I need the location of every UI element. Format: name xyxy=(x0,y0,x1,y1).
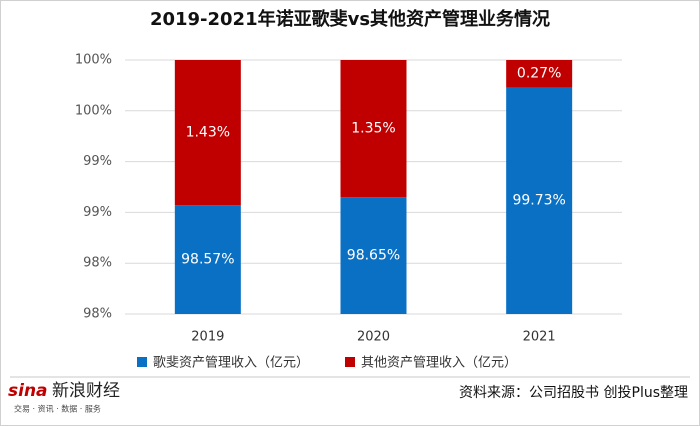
legend-label: 歌斐资产管理收入（亿元） xyxy=(153,356,309,371)
legend-swatch xyxy=(345,357,355,367)
logo-brand: sina xyxy=(8,381,48,401)
bar-segment xyxy=(340,197,407,314)
x-tick-label: 2021 xyxy=(523,330,556,345)
x-tick-label: 2020 xyxy=(357,330,390,345)
y-tick-label: 99% xyxy=(83,205,112,220)
source: 资料来源：公司招股书 创投Plus整理 xyxy=(459,385,688,401)
value-label: 98.57% xyxy=(181,252,234,268)
value-label: 99.73% xyxy=(512,193,565,209)
y-tick-label: 98% xyxy=(83,256,112,271)
y-tick-label: 100% xyxy=(75,53,112,68)
legend-label: 其他资产管理收入（亿元） xyxy=(361,356,517,371)
bar-segment xyxy=(174,60,241,206)
logo-tagline: 交易 · 资讯 · 数据 · 服务 xyxy=(14,404,101,414)
value-label: 0.27% xyxy=(517,66,561,82)
logo-name: 新浪财经 xyxy=(52,381,120,401)
y-tick-label: 100% xyxy=(75,103,112,118)
legend-swatch xyxy=(137,357,147,367)
value-label: 98.65% xyxy=(347,248,400,264)
y-tick-label: 99% xyxy=(83,154,112,169)
value-label: 1.35% xyxy=(351,121,395,137)
bar-segment xyxy=(174,205,241,314)
value-label: 1.43% xyxy=(186,125,230,141)
bar-segment xyxy=(506,87,573,314)
x-tick-label: 2019 xyxy=(191,330,224,345)
bar-segment xyxy=(340,60,407,198)
chart-title: 2019-2021年诺亚歌斐vs其他资产管理业务情况 xyxy=(150,8,550,30)
y-tick-label: 98% xyxy=(83,307,112,322)
bar-segment xyxy=(506,60,573,88)
